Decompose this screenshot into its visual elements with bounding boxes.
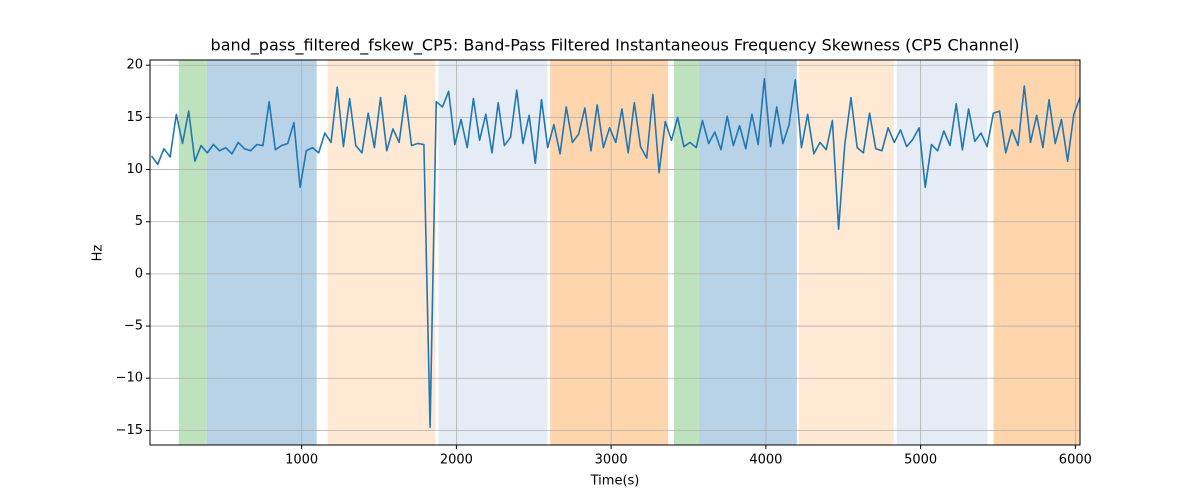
grid [150,60,1080,445]
lines [150,77,1080,429]
shaded-span [178,60,207,445]
shaded-span [206,60,317,445]
shaded-span [896,60,988,445]
y-tick-label: 15 [126,110,143,125]
shaded-span [993,60,1080,445]
x-tick-label: 2000 [440,453,473,468]
x-axis-label: Time(s) [590,474,640,489]
y-axis-label: Hz [91,245,106,262]
data-line [150,77,1080,429]
y-tick-label: 10 [126,162,143,177]
x-tick-label: 5000 [904,453,937,468]
ticks: 1000 2000 3000 4000 5000 6000 −15 −10 −5 0 5 10 15 20 [116,58,1092,468]
y-tick-label: −5 [124,319,143,334]
shaded-span [798,60,894,445]
x-tick-label: 1000 [285,453,318,468]
x-tick-label: 6000 [1059,453,1092,468]
y-tick-label: 20 [126,58,143,73]
y-tick-label: −10 [116,371,143,386]
y-tick-label: 5 [135,214,143,229]
y-tick-label: 0 [135,266,143,281]
plot-frame [149,59,1081,446]
shaded-span [673,60,700,445]
x-tick-label: 3000 [595,453,628,468]
chart-title: band_pass_filtered_fskew_CP5: Band-Pass … [211,36,1020,56]
y-tick-label: −15 [116,423,143,438]
shaded-span [699,60,797,445]
x-tick-label: 4000 [749,453,782,468]
